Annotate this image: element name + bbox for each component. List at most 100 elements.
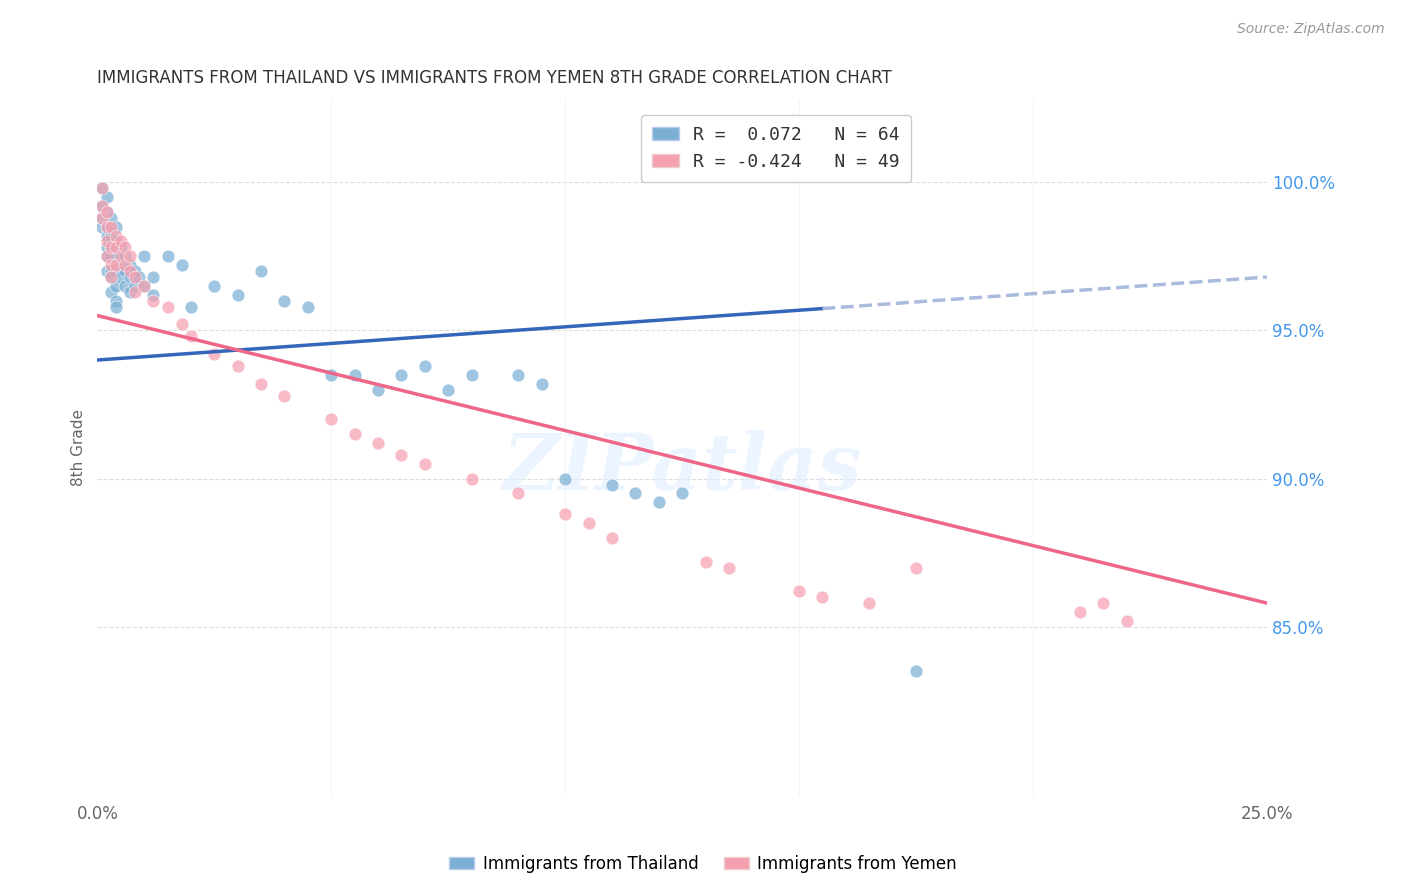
Point — [105, 300, 128, 314]
Point — [273, 293, 295, 308]
Point — [343, 368, 366, 382]
Point — [134, 279, 156, 293]
Point — [905, 665, 928, 679]
Point — [114, 240, 136, 254]
Point — [110, 270, 132, 285]
Point — [110, 240, 132, 254]
Point — [100, 211, 122, 225]
Point — [96, 249, 118, 263]
Point — [170, 318, 193, 332]
Point — [508, 368, 530, 382]
Point — [105, 235, 128, 249]
Point — [905, 560, 928, 574]
Point — [91, 211, 114, 225]
Point — [120, 249, 142, 263]
Point — [297, 300, 319, 314]
Point — [105, 219, 128, 234]
Point — [96, 228, 118, 243]
Point — [124, 285, 146, 299]
Point — [105, 249, 128, 263]
Point — [530, 376, 553, 391]
Point — [105, 293, 128, 308]
Point — [114, 264, 136, 278]
Point — [110, 249, 132, 263]
Point — [120, 285, 142, 299]
Point — [100, 258, 122, 272]
Point — [321, 368, 343, 382]
Point — [134, 249, 156, 263]
Point — [600, 531, 623, 545]
Point — [124, 279, 146, 293]
Point — [811, 590, 834, 604]
Point — [578, 516, 600, 530]
Point — [250, 264, 273, 278]
Point — [110, 258, 132, 272]
Point — [717, 560, 740, 574]
Point — [120, 264, 142, 278]
Point — [787, 584, 810, 599]
Point — [413, 457, 436, 471]
Point — [648, 495, 671, 509]
Point — [391, 448, 413, 462]
Point — [624, 486, 647, 500]
Point — [105, 264, 128, 278]
Point — [787, 169, 810, 184]
Point — [96, 235, 118, 249]
Point — [1115, 614, 1137, 628]
Point — [91, 181, 114, 195]
Point — [96, 204, 118, 219]
Point — [1092, 596, 1115, 610]
Legend: Immigrants from Thailand, Immigrants from Yemen: Immigrants from Thailand, Immigrants fro… — [443, 848, 963, 880]
Point — [120, 270, 142, 285]
Point — [96, 204, 118, 219]
Point — [460, 472, 482, 486]
Point — [554, 472, 576, 486]
Point — [100, 228, 122, 243]
Point — [250, 376, 273, 391]
Point — [156, 249, 179, 263]
Point — [142, 270, 165, 285]
Point — [114, 258, 136, 272]
Text: IMMIGRANTS FROM THAILAND VS IMMIGRANTS FROM YEMEN 8TH GRADE CORRELATION CHART: IMMIGRANTS FROM THAILAND VS IMMIGRANTS F… — [97, 69, 891, 87]
Point — [134, 279, 156, 293]
Point — [105, 228, 128, 243]
Point — [343, 427, 366, 442]
Point — [391, 368, 413, 382]
Point — [367, 383, 389, 397]
Point — [671, 486, 693, 500]
Point — [437, 383, 460, 397]
Point — [100, 270, 122, 285]
Point — [460, 368, 482, 382]
Point — [100, 264, 122, 278]
Point — [91, 211, 114, 225]
Point — [96, 240, 118, 254]
Point — [91, 219, 114, 234]
Text: Source: ZipAtlas.com: Source: ZipAtlas.com — [1237, 22, 1385, 37]
Point — [120, 258, 142, 272]
Point — [273, 388, 295, 402]
Point — [100, 240, 122, 254]
Point — [96, 190, 118, 204]
Point — [105, 240, 128, 254]
Point — [100, 240, 122, 254]
Point — [100, 219, 122, 234]
Point — [100, 285, 122, 299]
Text: ZIPatlas: ZIPatlas — [502, 430, 862, 507]
Point — [96, 219, 118, 234]
Point — [202, 347, 225, 361]
Point — [180, 329, 202, 343]
Point — [100, 249, 122, 263]
Point — [91, 199, 114, 213]
Point — [554, 507, 576, 521]
Point — [142, 293, 165, 308]
Point — [96, 219, 118, 234]
Point — [226, 359, 249, 373]
Point — [105, 258, 128, 272]
Point — [100, 270, 122, 285]
Point — [114, 249, 136, 263]
Point — [226, 288, 249, 302]
Point — [142, 288, 165, 302]
Point — [180, 300, 202, 314]
Point — [1069, 605, 1091, 619]
Point — [321, 412, 343, 426]
